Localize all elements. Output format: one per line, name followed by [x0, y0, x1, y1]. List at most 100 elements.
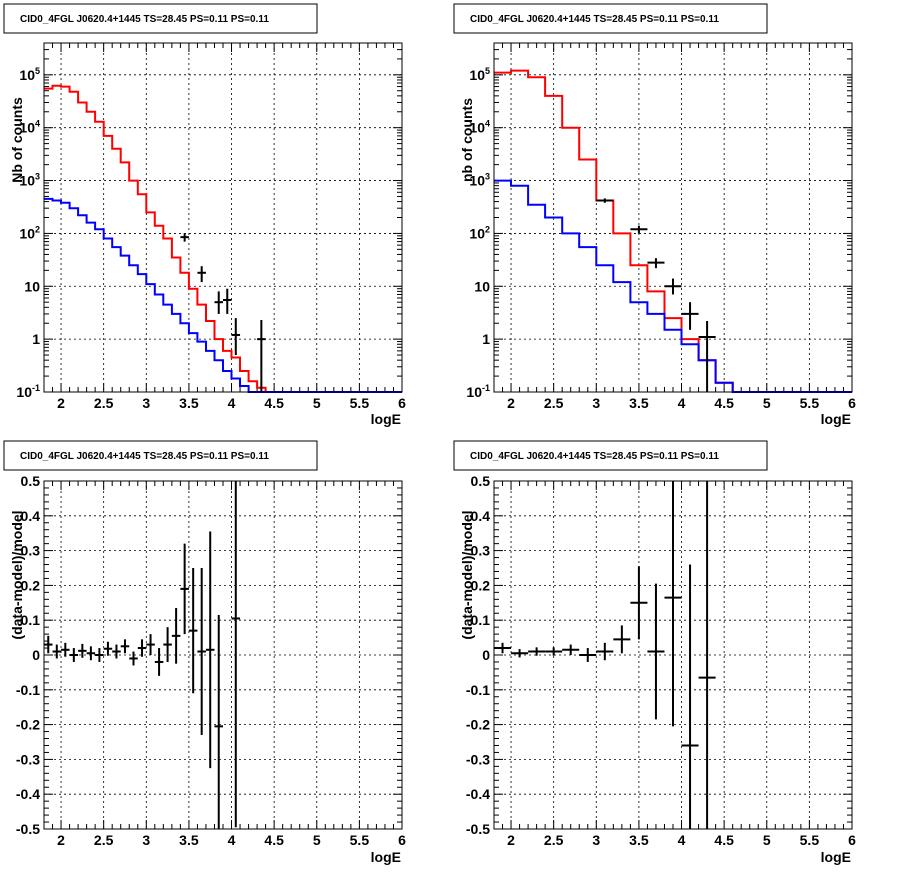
x-tick-label: 2.5 — [544, 395, 564, 411]
x-tick-label: 2.5 — [544, 832, 564, 848]
y-tick-exponent: -1 — [32, 383, 40, 393]
panel-title-box — [3, 440, 318, 471]
y-tick-label: -0.2 — [16, 717, 40, 733]
plot-frame — [43, 42, 403, 393]
y-tick-label: 105 — [469, 66, 490, 83]
x-axis-title: logE — [821, 411, 851, 427]
y-tick-exponent: 4 — [35, 119, 40, 129]
y-tick-label: 0.4 — [21, 508, 41, 524]
panel-residual-right: CID0_4FGL J0620.4+1445 TS=28.45 PS=0.11 … — [453, 440, 856, 865]
y-axis-title: (data-model)/model — [459, 510, 475, 639]
x-tick-label: 4 — [678, 832, 686, 848]
panel-title: CID0_4FGL J0620.4+1445 TS=28.45 PS=0.11 … — [20, 451, 269, 462]
x-tick-label: 2 — [57, 832, 65, 848]
x-tick-label: 5 — [763, 832, 771, 848]
panel-counts-left: CID0_4FGL J0620.4+1445 TS=28.45 PS=0.11 … — [3, 3, 406, 427]
plot-area: 2 2.5 3 3.5 4 4.5 5 5.5 6 -0.5 -0.4 -0.3 -0.2 -0.1 0 0.… — [16, 473, 406, 848]
y-tick-exponent: 4 — [485, 119, 490, 129]
y-tick-label: -0.4 — [466, 786, 490, 802]
y-tick-label: 105 — [19, 66, 40, 83]
x-tick-label: 5 — [313, 832, 321, 848]
y-tick-label: -0.3 — [16, 751, 40, 767]
x-tick-label: 2 — [507, 395, 515, 411]
y-tick-label: -0.1 — [16, 682, 40, 698]
x-tick-label: 3.5 — [179, 832, 199, 848]
plot-frame — [493, 480, 853, 830]
x-tick-label: 5.5 — [350, 832, 370, 848]
panel-title: CID0_4FGL J0620.4+1445 TS=28.45 PS=0.11 … — [20, 14, 269, 25]
y-tick-label: 0.5 — [471, 473, 491, 489]
x-tick-label: 3 — [142, 832, 150, 848]
y-tick-label: 1 — [32, 331, 40, 347]
y-tick-label: 0.1 — [471, 612, 491, 628]
y-tick-label: -0.3 — [466, 751, 490, 767]
model-component-step-line — [494, 179, 852, 393]
x-tick-label: 5 — [763, 395, 771, 411]
y-tick-label: 104 — [469, 119, 490, 136]
panel-residual-left: CID0_4FGL J0620.4+1445 TS=28.45 PS=0.11 … — [3, 440, 406, 865]
x-tick-label: 2 — [507, 832, 515, 848]
y-tick-label: 0.3 — [471, 543, 491, 559]
y-tick-label: -0.5 — [16, 821, 40, 837]
y-tick-label: 10 — [474, 278, 490, 294]
y-tick-exponent: 3 — [485, 172, 490, 182]
x-tick-label: 2.5 — [94, 832, 114, 848]
x-tick-label: 2.5 — [94, 395, 114, 411]
y-tick-label: -0.1 — [466, 682, 490, 698]
y-tick-label: -0.5 — [466, 821, 490, 837]
y-tick-label: 102 — [469, 224, 490, 241]
x-axis-title: logE — [371, 849, 401, 865]
y-tick-exponent: 3 — [35, 172, 40, 182]
panel-title-box — [453, 440, 768, 471]
x-tick-label: 3.5 — [629, 832, 649, 848]
y-tick-label: 0.5 — [21, 473, 41, 489]
y-tick-label: 102 — [19, 224, 40, 241]
y-tick-label: -0.2 — [466, 717, 490, 733]
x-tick-label: 6 — [848, 395, 856, 411]
model-component-step-line — [44, 197, 402, 393]
x-tick-label: 4.5 — [264, 395, 284, 411]
y-tick-exponent: -1 — [482, 383, 490, 393]
x-tick-label: 3 — [142, 395, 150, 411]
x-tick-label: 3.5 — [629, 395, 649, 411]
y-tick-label: 10 — [24, 278, 40, 294]
plot-area: 2 2.5 3 3.5 4 4.5 5 5.5 6 10-1 1 10 102 103 104 105 — [466, 42, 856, 411]
plot-area: 2 2.5 3 3.5 4 4.5 5 5.5 6 -0.5 -0.4 -0.3 -0.2 -0.1 0 0.… — [466, 473, 856, 848]
x-tick-label: 5.5 — [350, 395, 370, 411]
panel-title: CID0_4FGL J0620.4+1445 TS=28.45 PS=0.11 … — [470, 451, 719, 462]
y-tick-exponent: 2 — [35, 224, 40, 234]
x-tick-label: 6 — [848, 832, 856, 848]
y-tick-label: 103 — [469, 172, 490, 189]
x-tick-label: 4.5 — [714, 832, 734, 848]
y-tick-label: 104 — [19, 119, 40, 136]
y-tick-label: 0 — [32, 647, 40, 663]
x-tick-label: 6 — [398, 395, 406, 411]
panel-counts-right: CID0_4FGL J0620.4+1445 TS=28.45 PS=0.11 … — [453, 3, 856, 427]
y-axis-title: Nb of counts — [9, 97, 25, 183]
x-tick-label: 3 — [592, 832, 600, 848]
y-tick-label: 0.2 — [471, 577, 491, 593]
y-tick-label: 0.1 — [21, 612, 41, 628]
y-tick-label: -0.4 — [16, 786, 40, 802]
y-tick-label: 10-1 — [466, 383, 490, 400]
y-tick-exponent: 2 — [485, 224, 490, 234]
y-axis-title: (data-model)/model — [9, 510, 25, 639]
x-tick-label: 4.5 — [264, 832, 284, 848]
y-tick-label: 103 — [19, 172, 40, 189]
x-axis-title: logE — [371, 411, 401, 427]
x-tick-label: 2 — [57, 395, 65, 411]
y-tick-exponent: 5 — [485, 66, 490, 76]
x-tick-label: 5 — [313, 395, 321, 411]
y-tick-label: 0.2 — [21, 577, 41, 593]
y-axis-title: nb of counts — [459, 98, 475, 182]
x-tick-label: 6 — [398, 832, 406, 848]
x-tick-label: 4.5 — [714, 395, 734, 411]
x-tick-label: 4 — [228, 832, 236, 848]
x-axis-title: logE — [821, 849, 851, 865]
plot-frame — [43, 480, 403, 830]
x-tick-label: 4 — [678, 395, 686, 411]
model-total-step-line — [44, 84, 402, 393]
x-tick-label: 5.5 — [800, 832, 820, 848]
y-tick-label: 0.3 — [21, 543, 41, 559]
